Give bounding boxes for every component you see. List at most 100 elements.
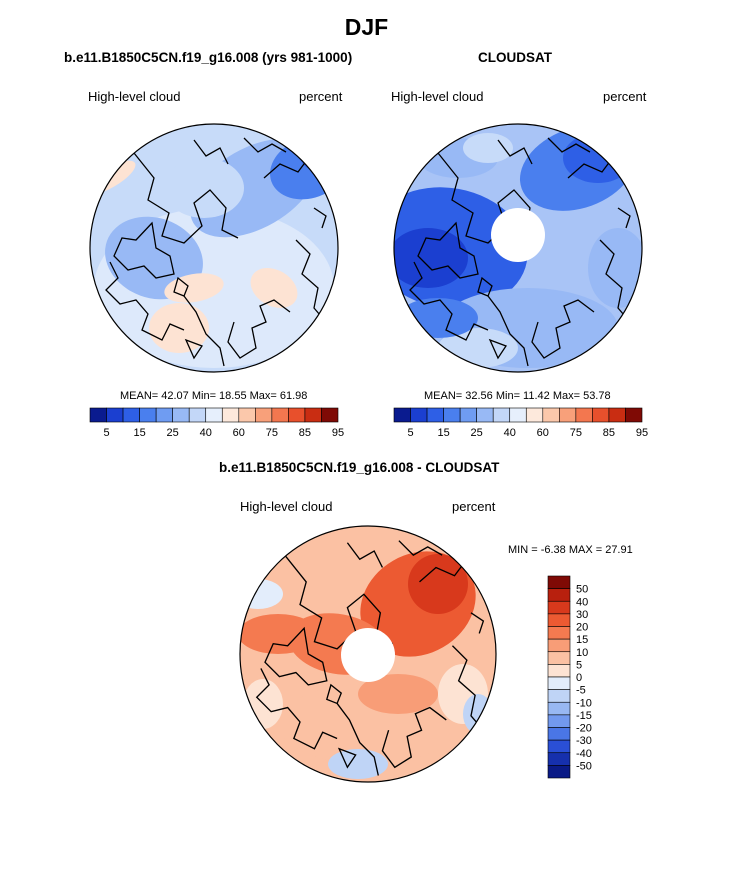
obs-colorbar-swatch	[410, 407, 428, 423]
diff-colorbar-tick-label: -10	[576, 697, 592, 709]
obs-field-region	[588, 228, 642, 308]
obs-colorbar-swatch	[542, 407, 560, 423]
model-field-region	[164, 158, 244, 218]
model-colorbar-swatch	[122, 407, 140, 423]
diff-colorbar-swatch	[547, 701, 571, 716]
model-colorbar-swatch	[106, 407, 124, 423]
diff-colorbar-swatch	[547, 752, 571, 766]
diff-colorbar-tick-label: -15	[576, 710, 592, 722]
model-colorbar-swatch	[172, 407, 190, 423]
diff-colorbar-tick-label: -50	[576, 760, 592, 772]
obs-polar-map	[393, 123, 643, 373]
model-colorbar-swatch	[304, 407, 322, 423]
diff-colorbar-tick-label: -20	[576, 723, 592, 735]
obs-colorbar-swatch	[443, 407, 461, 423]
obs-map-border	[393, 123, 643, 373]
diff-colorbar-tick-label: -40	[576, 748, 592, 760]
obs-colorbar-swatch	[608, 407, 626, 423]
model-colorbar-swatch	[139, 407, 157, 423]
model-colorbar-tick-label: 40	[200, 427, 212, 439]
diff-colorbar-tick-label: 5	[576, 659, 582, 671]
diff-field-region	[463, 694, 493, 734]
diff-colorbar-swatch	[547, 727, 571, 741]
model-polar-map	[89, 123, 339, 373]
obs-field-region	[463, 133, 513, 163]
diff-colorbar-tick-label: 15	[576, 634, 588, 646]
obs-field-region	[394, 228, 468, 288]
diff-polar-map	[239, 525, 497, 783]
diff-colorbar-swatch	[547, 664, 571, 678]
model-colorbar-tick-label: 25	[167, 427, 179, 439]
model-field-region	[164, 273, 224, 303]
diff-field-region	[408, 554, 468, 614]
model-colorbar-tick-label: 85	[299, 427, 311, 439]
diff-colorbar-tick-label: 50	[576, 584, 588, 596]
model-colorbar: 5 15 25 40 60 75 85 95	[89, 407, 344, 439]
diff-colorbar-swatch	[547, 765, 571, 779]
diff-colorbar-tick-label: -5	[576, 685, 586, 697]
model-colorbar-swatch	[155, 407, 173, 423]
model-units-label: percent	[299, 89, 343, 104]
diff-colorbar-tick-label: 20	[576, 622, 588, 634]
diff-units-label: percent	[452, 499, 496, 514]
model-colorbar-swatch	[188, 407, 207, 423]
model-field-region	[299, 133, 338, 173]
diff-colorbar-swatch	[547, 689, 571, 703]
model-stats: MEAN= 42.07 Min= 18.55 Max= 61.98	[120, 390, 308, 402]
model-map-border	[89, 123, 339, 373]
diff-colorbar-swatch	[547, 739, 571, 754]
diff-field-region	[328, 749, 388, 779]
obs-colorbar-swatch	[476, 407, 494, 423]
diff-colorbar-swatch	[547, 714, 571, 728]
diff-field-region	[358, 674, 438, 714]
diff-colorbar-swatch	[547, 575, 571, 589]
obs-colorbar-swatch	[509, 407, 527, 423]
obs-colorbar-tick-label: 15	[437, 427, 449, 439]
obs-colorbar-swatch	[559, 407, 577, 423]
obs-colorbar-tick-label: 95	[636, 427, 648, 439]
diff-colorbar-swatch	[547, 600, 571, 615]
diff-colorbar-swatch	[547, 626, 571, 640]
diff-colorbar-tick-label: 10	[576, 647, 588, 659]
diff-panel-title: b.e11.B1850C5CN.f19_g16.008 - CLOUDSAT	[219, 460, 500, 475]
obs-colorbar-swatch	[393, 407, 411, 423]
obs-variable-label: High-level cloud	[391, 89, 484, 104]
model-colorbar-tick-label: 5	[103, 427, 109, 439]
obs-colorbar-swatch	[625, 407, 643, 423]
model-colorbar-swatch	[238, 407, 256, 423]
diff-colorbar-swatch	[547, 676, 571, 690]
diff-colorbar-tick-label: 40	[576, 596, 588, 608]
obs-colorbar-swatch	[426, 407, 444, 423]
model-colorbar-swatch	[89, 407, 107, 423]
obs-colorbar-tick-label: 85	[603, 427, 615, 439]
diff-field-region	[240, 579, 283, 609]
obs-colorbar-swatch	[592, 407, 610, 423]
model-colorbar-swatch	[255, 407, 273, 423]
model-panel-title: b.e11.B1850C5CN.f19_g16.008 (yrs 981-100…	[64, 50, 353, 65]
model-field-region	[250, 268, 298, 308]
obs-colorbar-swatch	[459, 407, 477, 423]
obs-colorbar: 5 15 25 40 60 75 85 95	[393, 407, 648, 439]
diff-colorbar-tick-label: 30	[576, 609, 588, 621]
model-colorbar-swatch	[288, 407, 306, 423]
obs-panel-title: CLOUDSAT	[478, 50, 552, 65]
obs-field-region	[398, 298, 478, 338]
model-colorbar-swatch	[205, 407, 223, 423]
diff-colorbar-tick-label: -30	[576, 735, 592, 747]
diff-variable-label: High-level cloud	[240, 499, 333, 514]
obs-colorbar-tick-label: 60	[537, 427, 549, 439]
obs-colorbar-swatch	[525, 407, 544, 423]
diff-pole-hole	[341, 628, 395, 682]
obs-colorbar-swatch	[492, 407, 511, 423]
obs-colorbar-swatch	[575, 407, 593, 423]
model-colorbar-swatch	[271, 407, 289, 423]
obs-field-region	[563, 133, 633, 183]
figure-title: DJF	[344, 14, 389, 40]
diff-colorbar-swatch	[547, 613, 571, 627]
obs-pole-hole	[491, 208, 545, 262]
model-colorbar-tick-label: 75	[266, 427, 278, 439]
model-colorbar-tick-label: 95	[332, 427, 344, 439]
obs-colorbar-tick-label: 5	[407, 427, 413, 439]
